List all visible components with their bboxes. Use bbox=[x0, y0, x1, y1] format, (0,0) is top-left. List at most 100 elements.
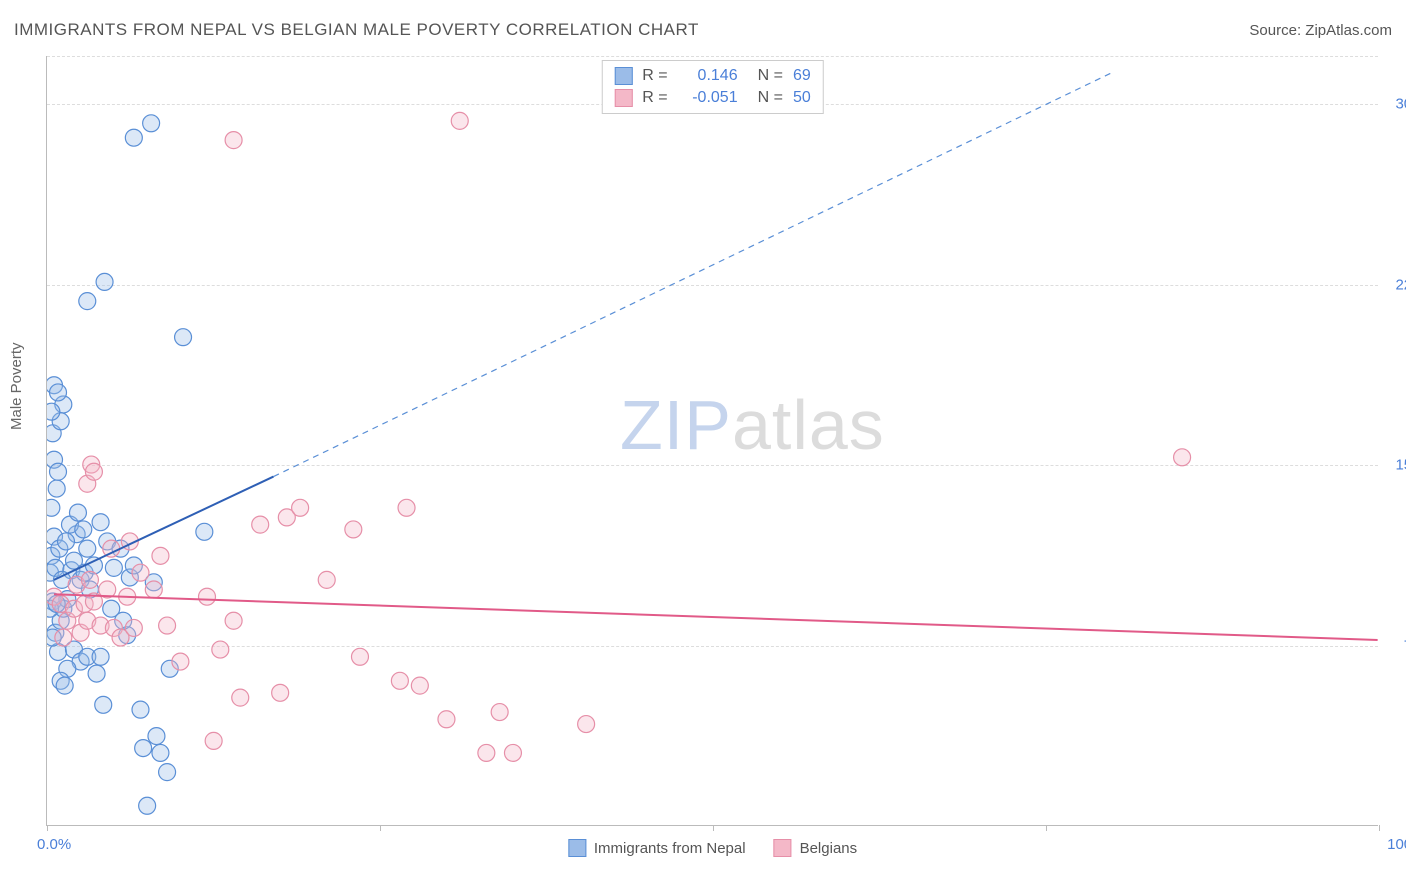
data-point-belgians bbox=[292, 499, 309, 516]
source-name: ZipAtlas.com bbox=[1305, 22, 1392, 39]
data-point-belgians bbox=[478, 744, 495, 761]
data-point-belgians bbox=[199, 588, 216, 605]
data-point-belgians bbox=[578, 716, 595, 733]
data-point-belgians bbox=[345, 521, 362, 538]
data-point-nepal bbox=[132, 701, 149, 718]
data-point-nepal bbox=[88, 665, 105, 682]
data-point-belgians bbox=[318, 571, 335, 588]
data-point-belgians bbox=[351, 648, 368, 665]
data-point-nepal bbox=[79, 540, 96, 557]
legend-item-nepal: Immigrants from Nepal bbox=[568, 839, 746, 857]
data-point-belgians bbox=[1174, 449, 1191, 466]
data-point-nepal bbox=[152, 744, 169, 761]
data-point-belgians bbox=[225, 612, 242, 629]
chart-header: IMMIGRANTS FROM NEPAL VS BELGIAN MALE PO… bbox=[14, 20, 1392, 40]
data-point-nepal bbox=[175, 329, 192, 346]
data-point-nepal bbox=[50, 463, 67, 480]
data-point-belgians bbox=[212, 641, 229, 658]
data-point-nepal bbox=[105, 559, 122, 576]
r-value-nepal: 0.146 bbox=[678, 67, 738, 85]
data-point-belgians bbox=[398, 499, 415, 516]
data-point-belgians bbox=[272, 684, 289, 701]
data-point-nepal bbox=[143, 115, 160, 132]
data-point-belgians bbox=[152, 547, 169, 564]
data-point-nepal bbox=[92, 648, 109, 665]
legend-label-nepal: Immigrants from Nepal bbox=[594, 840, 746, 857]
n-value-nepal: 69 bbox=[793, 67, 811, 85]
n-label: N = bbox=[758, 89, 783, 107]
legend-item-belgians: Belgians bbox=[774, 839, 858, 857]
data-point-nepal bbox=[47, 499, 60, 516]
swatch-belgians bbox=[614, 89, 632, 107]
data-point-belgians bbox=[132, 564, 149, 581]
data-point-nepal bbox=[79, 293, 96, 310]
data-point-nepal bbox=[148, 728, 165, 745]
data-point-nepal bbox=[196, 523, 213, 540]
data-point-belgians bbox=[225, 132, 242, 149]
data-point-belgians bbox=[411, 677, 428, 694]
data-point-nepal bbox=[92, 514, 109, 531]
data-point-nepal bbox=[47, 403, 60, 420]
r-value-belgians: -0.051 bbox=[678, 89, 738, 107]
x-tick-label: 0.0% bbox=[37, 836, 71, 853]
data-point-belgians bbox=[232, 689, 249, 706]
swatch-nepal-bottom bbox=[568, 839, 586, 857]
data-point-nepal bbox=[69, 504, 86, 521]
scatter-svg bbox=[47, 56, 1378, 825]
data-point-belgians bbox=[85, 463, 102, 480]
data-point-nepal bbox=[135, 740, 152, 757]
r-label: R = bbox=[642, 89, 667, 107]
data-point-belgians bbox=[438, 711, 455, 728]
data-point-nepal bbox=[125, 129, 142, 146]
data-point-nepal bbox=[48, 480, 65, 497]
x-tick bbox=[1379, 825, 1380, 831]
x-tick bbox=[1046, 825, 1047, 831]
swatch-nepal bbox=[614, 67, 632, 85]
correlation-legend: R = 0.146 N = 69 R = -0.051 N = 50 bbox=[601, 60, 823, 114]
source-prefix: Source: bbox=[1249, 22, 1305, 39]
y-tick-label: 15.0% bbox=[1383, 457, 1406, 474]
legend-label-belgians: Belgians bbox=[800, 840, 858, 857]
x-tick bbox=[713, 825, 714, 831]
trendline-dashed-nepal bbox=[274, 73, 1112, 477]
x-tick bbox=[47, 825, 48, 831]
data-point-nepal bbox=[56, 677, 73, 694]
data-point-nepal bbox=[95, 696, 112, 713]
data-point-nepal bbox=[96, 273, 113, 290]
y-axis-label: Male Poverty bbox=[8, 342, 25, 430]
data-point-nepal bbox=[75, 521, 92, 538]
y-tick-label: 22.5% bbox=[1383, 276, 1406, 293]
data-point-belgians bbox=[125, 619, 142, 636]
data-point-belgians bbox=[172, 653, 189, 670]
chart-plot-area: R = 0.146 N = 69 R = -0.051 N = 50 ZIPat… bbox=[46, 56, 1378, 826]
chart-title: IMMIGRANTS FROM NEPAL VS BELGIAN MALE PO… bbox=[14, 20, 699, 40]
data-point-belgians bbox=[103, 540, 120, 557]
data-point-belgians bbox=[252, 516, 269, 533]
r-label: R = bbox=[642, 67, 667, 85]
y-tick-label: 30.0% bbox=[1383, 96, 1406, 113]
data-point-belgians bbox=[81, 571, 98, 588]
data-point-nepal bbox=[57, 533, 74, 550]
data-point-belgians bbox=[205, 732, 222, 749]
swatch-belgians-bottom bbox=[774, 839, 792, 857]
data-point-belgians bbox=[159, 617, 176, 634]
data-point-belgians bbox=[451, 112, 468, 129]
legend-row-nepal: R = 0.146 N = 69 bbox=[614, 65, 810, 87]
trendline-belgians bbox=[54, 594, 1378, 640]
source-citation: Source: ZipAtlas.com bbox=[1249, 22, 1392, 39]
data-point-nepal bbox=[50, 384, 67, 401]
y-tick-label: 7.5% bbox=[1383, 637, 1406, 654]
data-point-belgians bbox=[504, 744, 521, 761]
n-label: N = bbox=[758, 67, 783, 85]
data-point-belgians bbox=[145, 581, 162, 598]
n-value-belgians: 50 bbox=[793, 89, 811, 107]
legend-row-belgians: R = -0.051 N = 50 bbox=[614, 87, 810, 109]
series-legend: Immigrants from Nepal Belgians bbox=[568, 839, 857, 857]
x-tick-label: 100.0% bbox=[1387, 836, 1406, 853]
data-point-belgians bbox=[391, 672, 408, 689]
data-point-nepal bbox=[159, 764, 176, 781]
x-tick bbox=[380, 825, 381, 831]
data-point-belgians bbox=[491, 704, 508, 721]
data-point-belgians bbox=[55, 629, 72, 646]
data-point-nepal bbox=[139, 797, 156, 814]
